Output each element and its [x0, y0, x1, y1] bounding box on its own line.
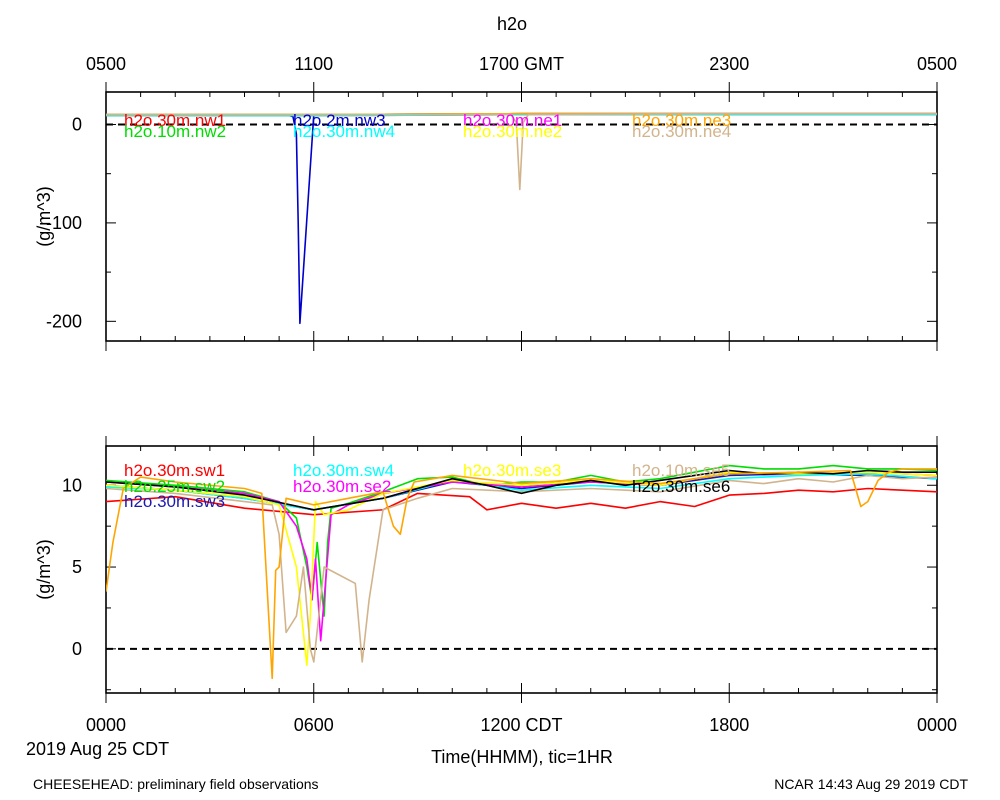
series-line-h2o-30m-se3 [106, 471, 937, 667]
series-line-h2o-30m-nw4 [106, 113, 937, 117]
x-axis-label: Time(HHMM), tic=1HR [431, 747, 613, 767]
series-label-h2o-10m-se5: h2o.10m.se5 [632, 461, 730, 480]
top-axis-tick-label: 2300 [709, 54, 749, 74]
series-label-h2o-30m-nw1: h2o.30m.nw1 [124, 111, 226, 130]
series-line-orange-unlabeled- [106, 468, 937, 680]
bottom-series-group [106, 464, 937, 680]
bottom-axis-tick-label: 1800 [709, 715, 749, 735]
series-label-h2o-30m-se2: h2o.30m.se2 [293, 477, 391, 496]
series-line-h2o-30m-se6 [106, 469, 937, 511]
bottom-y-tick-label: 10 [62, 475, 82, 495]
series-label-h2o-30m-ne4: h2o.30m.ne4 [632, 122, 731, 141]
date-label: 2019 Aug 25 CDT [26, 739, 169, 759]
top-axis-tick-label: 0500 [917, 54, 957, 74]
bottom-panel: 0510(g/m^3)h2o.30m.sw1h2o.25m.sw2h2o.30m… [34, 436, 938, 703]
series-label-h2o-10m-nw2: h2o.10m.nw2 [124, 122, 226, 141]
top-y-tick-label: 0 [72, 114, 82, 134]
bottom-axis-tick-label: 0000 [917, 715, 957, 735]
top-axis-ticks: 0500 1100 1700 GMT 2300 0500 [86, 54, 957, 74]
series-label-h2o-30m-ne3: h2o.30m.ne3 [632, 111, 731, 130]
series-line-h2o-30m-sw4 [106, 472, 937, 511]
series-label-h2o-30m-ne1: h2o.30m.ne1 [463, 111, 562, 130]
bottom-axis-ticks: 0000 0600 1200 CDT 1800 0000 [86, 715, 957, 735]
series-label-h2o-30m-ne2: h2o.30m.ne2 [463, 122, 562, 141]
bottom-y-tick-label: 5 [72, 557, 82, 577]
bottom-axis-tick-label: 1200 CDT [480, 715, 562, 735]
series-label-h2o-30m-se6: h2o.30m.se6 [632, 477, 730, 496]
top-axis-tick-label: 0500 [86, 54, 126, 74]
series-label-h2o-30m-sw1: h2o.30m.sw1 [124, 461, 225, 480]
footer-right: NCAR 14:43 Aug 29 2019 CDT [774, 776, 968, 792]
bottom-axis-tick-label: 0600 [294, 715, 334, 735]
bottom-y-tick-label: 0 [72, 639, 82, 659]
bottom-axis-tick-label: 0000 [86, 715, 126, 735]
top-y-axis-label: (g/m^3) [34, 186, 54, 246]
top-y-tick-label: -100 [46, 213, 82, 233]
top-series-group [106, 112, 937, 325]
series-label-h2o-2m-nw3: h2o.2m.nw3 [293, 111, 386, 130]
top-y-tick-label: -200 [46, 311, 82, 331]
series-line-h2o-10m-se5 [106, 474, 937, 663]
top-axis-tick-label: 1700 GMT [479, 54, 564, 74]
series-line-h2o-30m-sw1 [106, 487, 937, 516]
chart-title: h2o [497, 14, 527, 34]
series-label-h2o-30m-se3: h2o.30m.se3 [463, 461, 561, 480]
series-label-h2o-30m-sw3: h2o.30m.sw3 [124, 492, 225, 511]
series-label-h2o-30m-sw4: h2o.30m.sw4 [293, 461, 394, 480]
bottom-y-axis-label: (g/m^3) [34, 539, 54, 599]
top-axis-tick-label: 1100 [294, 54, 333, 74]
series-line-h2o-25m-sw2 [106, 464, 937, 617]
series-line-h2o-30m-ne4 [106, 112, 937, 191]
series-label-h2o-30m-nw4: h2o.30m.nw4 [293, 122, 395, 141]
series-label-h2o-25m-sw2: h2o.25m.sw2 [124, 477, 225, 496]
footer-left: CHEESEHEAD: preliminary field observatio… [33, 776, 319, 792]
